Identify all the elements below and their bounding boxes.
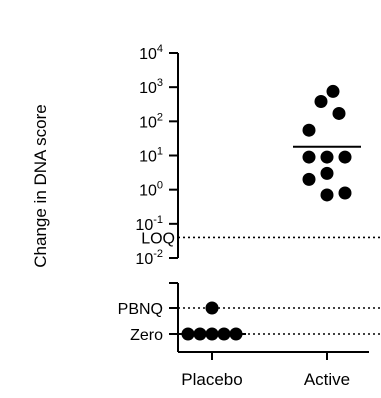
x-tick-label: Active — [304, 370, 350, 389]
y-axis-title: Change in DNA score — [31, 104, 50, 267]
median-lines — [178, 145, 361, 335]
data-point — [338, 186, 352, 200]
reference-lines: LOQ PBNQ Zero — [118, 230, 381, 344]
data-point — [205, 301, 219, 315]
y-tick-label: 10-1 — [135, 214, 163, 234]
y-tick-label: 102 — [139, 111, 163, 131]
data-point — [326, 84, 340, 98]
data-point — [332, 106, 346, 120]
y-tick-label: 103 — [139, 77, 163, 97]
x-tick-label: Placebo — [181, 370, 242, 389]
data-point — [320, 188, 334, 202]
data-point — [314, 95, 328, 109]
level-label: PBNQ — [118, 301, 163, 318]
y-tick-label: 104 — [139, 43, 163, 63]
level-label: Zero — [130, 327, 163, 344]
y-tick-label: 100 — [139, 180, 163, 200]
upper-y-axis: 104 103 102 101 100 10-1 10-2 — [135, 43, 179, 268]
y-tick-label: 101 — [139, 146, 163, 166]
data-points — [181, 84, 352, 341]
data-point — [302, 123, 316, 137]
category-labels: Placebo Active — [181, 352, 350, 389]
data-point — [302, 172, 316, 186]
loq-label: LOQ — [141, 230, 175, 247]
data-point — [338, 150, 352, 164]
data-point — [302, 150, 316, 164]
lower-y-axis — [169, 282, 369, 353]
data-point — [320, 150, 334, 164]
y-tick-label: 10-2 — [135, 248, 163, 268]
data-point — [320, 166, 334, 180]
